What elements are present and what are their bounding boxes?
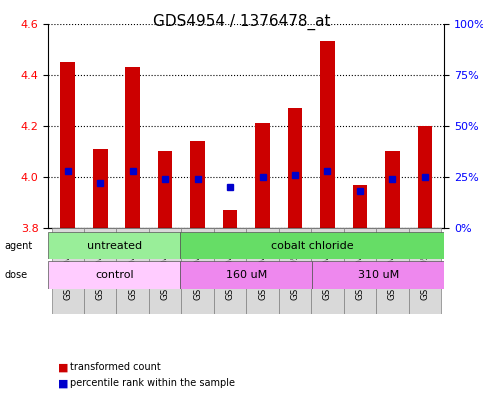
Text: GSM1240496: GSM1240496 xyxy=(128,242,137,300)
Text: GSM1240501: GSM1240501 xyxy=(420,242,429,300)
Bar xyxy=(93,149,108,228)
Text: GSM1240499: GSM1240499 xyxy=(161,242,170,300)
Text: transformed count: transformed count xyxy=(70,362,161,373)
Bar xyxy=(48,232,180,259)
Text: GSM1240498: GSM1240498 xyxy=(388,242,397,300)
Text: dose: dose xyxy=(5,270,28,280)
Bar xyxy=(418,126,432,228)
Bar xyxy=(180,261,313,289)
Bar xyxy=(48,261,180,289)
Text: GSM1240493: GSM1240493 xyxy=(96,242,105,300)
Bar xyxy=(279,228,311,314)
Bar xyxy=(190,141,205,228)
Bar xyxy=(223,210,238,228)
Text: GDS4954 / 1376478_at: GDS4954 / 1376478_at xyxy=(153,14,330,30)
Bar xyxy=(180,232,444,259)
Bar xyxy=(409,228,441,314)
Bar xyxy=(311,228,344,314)
Text: GSM1240500: GSM1240500 xyxy=(291,242,299,300)
Text: GSM1240492: GSM1240492 xyxy=(323,242,332,300)
Bar xyxy=(320,41,335,228)
Text: GSM1240495: GSM1240495 xyxy=(355,242,365,300)
Text: GSM1240494: GSM1240494 xyxy=(226,242,235,300)
Text: GSM1240491: GSM1240491 xyxy=(193,242,202,300)
Bar xyxy=(353,184,367,228)
Text: GSM1240497: GSM1240497 xyxy=(258,242,267,300)
Bar xyxy=(255,123,270,228)
Text: GSM1240490: GSM1240490 xyxy=(63,242,72,300)
Text: ■: ■ xyxy=(58,362,69,373)
Bar xyxy=(116,228,149,314)
Bar xyxy=(149,228,182,314)
Text: untreated: untreated xyxy=(87,241,142,251)
Bar xyxy=(158,151,172,228)
Bar xyxy=(84,228,116,314)
Bar xyxy=(182,228,214,314)
Text: 160 uM: 160 uM xyxy=(226,270,267,280)
Bar xyxy=(344,228,376,314)
Text: cobalt chloride: cobalt chloride xyxy=(271,241,354,251)
Text: 310 uM: 310 uM xyxy=(358,270,399,280)
Bar xyxy=(60,62,75,228)
Bar xyxy=(376,228,409,314)
Bar xyxy=(52,228,84,314)
Text: ■: ■ xyxy=(58,378,69,388)
Text: control: control xyxy=(95,270,134,280)
Bar xyxy=(313,261,444,289)
Bar xyxy=(214,228,246,314)
Bar xyxy=(246,228,279,314)
Text: percentile rank within the sample: percentile rank within the sample xyxy=(70,378,235,388)
Bar xyxy=(126,67,140,228)
Bar xyxy=(288,108,302,228)
Bar xyxy=(385,151,400,228)
Text: agent: agent xyxy=(5,241,33,251)
